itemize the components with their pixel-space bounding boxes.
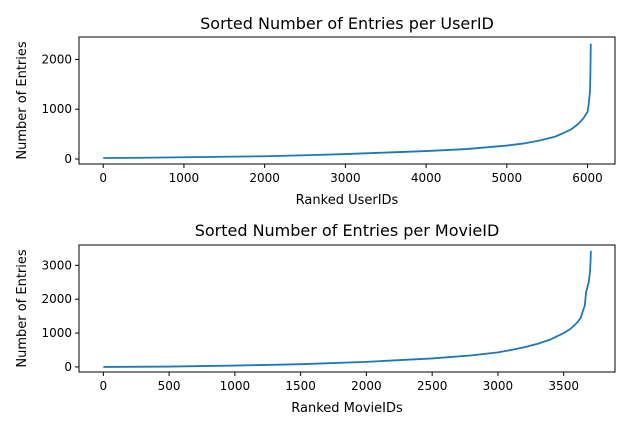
chart-users-title: Sorted Number of Entries per UserID [200,14,494,33]
chart-users-x-tick-label: 2000 [249,171,280,185]
chart-users-x-tick-label: 1000 [169,171,200,185]
chart-users-x-label: Ranked UserIDs [296,193,399,208]
chart-movies-x-tick-label: 1500 [285,379,316,393]
chart-movies-x-tick-label: 3000 [483,379,514,393]
chart-users-y-tick-label: 1000 [41,102,72,116]
chart-movies-x-tick-label: 500 [158,379,181,393]
chart-users-x-tick-label: 3000 [330,171,361,185]
chart-movies-y-ticks: 0 1000 2000 3000 [41,258,79,374]
chart-users-y-tick-label: 2000 [41,52,72,66]
chart-movies-x-label: Ranked MovieIDs [291,401,403,416]
chart-movies-y-tick-label: 3000 [41,258,72,272]
chart-users-y-label: Number of Entries [15,41,30,160]
chart-movies-x-tick-label: 1000 [220,379,251,393]
chart-movies: Sorted Number of Entries per MovieID Ran… [15,221,616,416]
chart-movies-series-line [103,250,592,368]
chart-movies-x-tick-label: 3500 [548,379,579,393]
chart-users-y-tick-label: 0 [64,152,72,166]
chart-movies-x-tick-label: 2000 [351,379,382,393]
chart-movies-y-tick-label: 1000 [41,326,72,340]
chart-movies-plot-area [78,244,616,373]
chart-users-x-tick-label: 6000 [572,171,603,185]
chart-users: Sorted Number of Entries per UserID Rank… [15,14,616,208]
chart-users-x-tick-label: 0 [99,171,107,185]
chart-movies-y-label: Number of Entries [15,249,30,368]
chart-movies-y-tick-label: 0 [64,360,72,374]
chart-movies-x-tick-label: 0 [100,379,108,393]
chart-users-y-ticks: 0 1000 2000 [41,52,79,166]
chart-users-plot-area [78,36,616,165]
chart-users-series-line [103,43,592,159]
chart-movies-y-tick-label: 2000 [41,292,72,306]
chart-movies-x-ticks: 0 500 1000 1500 2000 2500 3000 3500 [100,372,579,393]
chart-movies-title: Sorted Number of Entries per MovieID [195,221,500,240]
chart-users-x-ticks: 0 1000 2000 3000 4000 5000 6000 [99,164,603,185]
chart-users-x-tick-label: 5000 [492,171,523,185]
chart-movies-x-tick-label: 2500 [417,379,448,393]
chart-users-x-tick-label: 4000 [411,171,442,185]
